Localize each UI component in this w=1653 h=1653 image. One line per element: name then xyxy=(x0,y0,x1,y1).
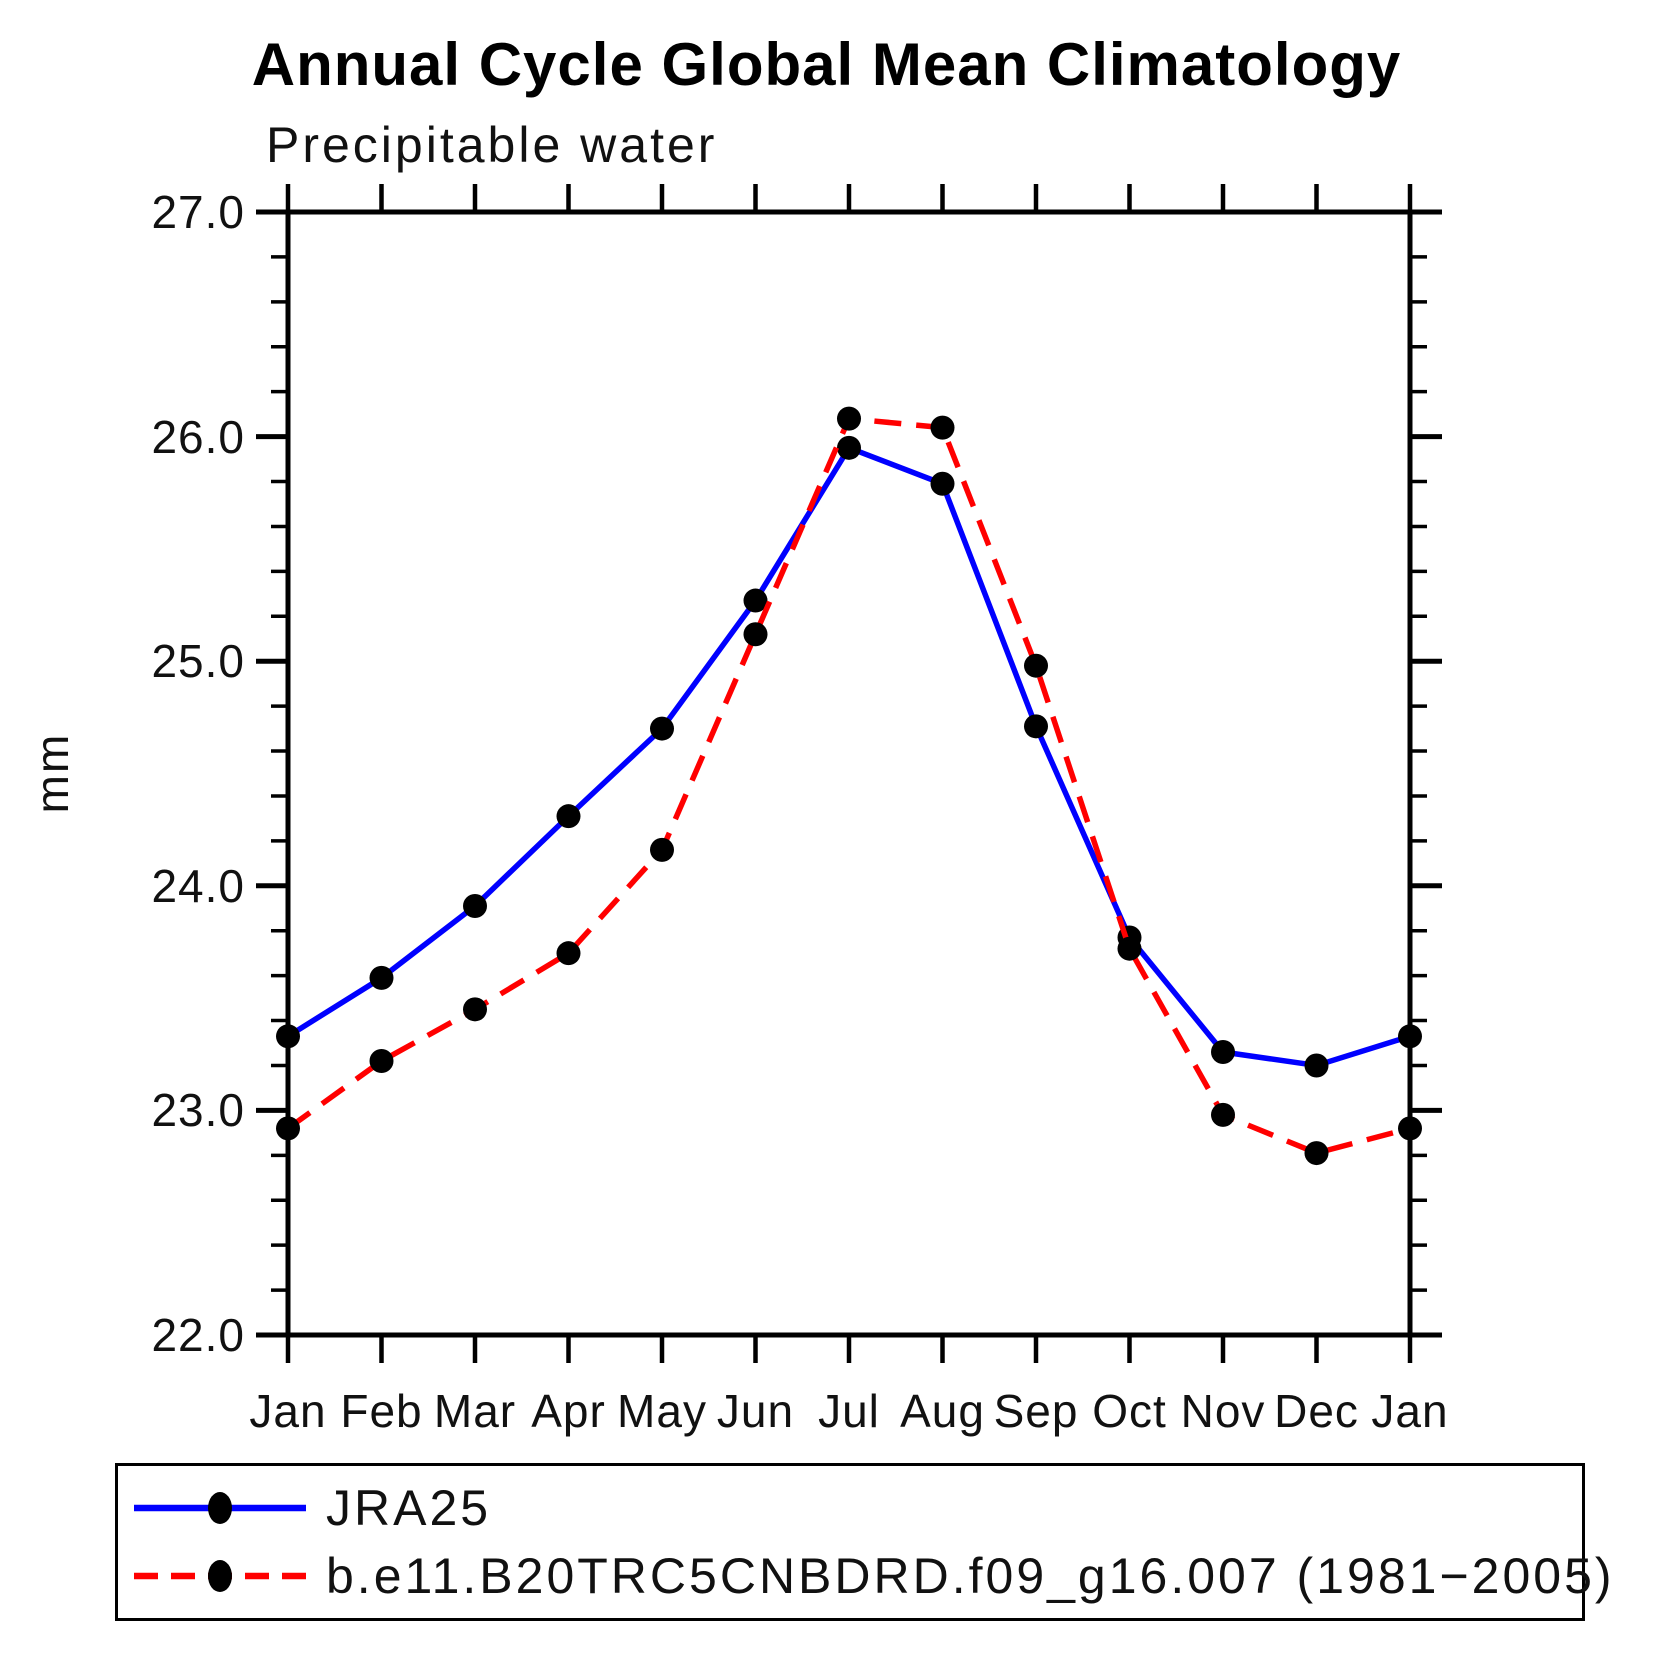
data-point xyxy=(1211,1102,1235,1127)
data-point xyxy=(930,471,955,496)
data-point xyxy=(369,965,394,990)
x-tick-label: Feb xyxy=(340,1385,423,1437)
data-point xyxy=(463,997,487,1022)
legend-line-dashed-icon xyxy=(134,1560,306,1592)
data-point xyxy=(1024,714,1048,739)
data-point xyxy=(743,588,768,613)
legend-label-jra25: JRA25 xyxy=(326,1480,492,1536)
data-point xyxy=(1211,1040,1235,1065)
x-tick-label: Jan xyxy=(1371,1385,1449,1437)
data-point xyxy=(276,1024,300,1049)
data-point xyxy=(1398,1116,1422,1141)
y-tick-label: 25.0 xyxy=(151,635,245,688)
data-point xyxy=(463,894,487,919)
data-point xyxy=(837,435,861,460)
data-point xyxy=(556,941,581,966)
data-point xyxy=(1304,1141,1329,1166)
data-point xyxy=(650,716,674,741)
legend-label-model: b.e11.B20TRC5CNBDRD.f09_g16.007 (1981−20… xyxy=(326,1548,1615,1604)
chart-title: Annual Cycle Global Mean Climatology xyxy=(251,31,1402,98)
data-point xyxy=(1117,936,1142,961)
x-tick-label: Dec xyxy=(1274,1385,1359,1437)
data-point xyxy=(1024,653,1048,678)
legend-item-model: b.e11.B20TRC5CNBDRD.f09_g16.007 (1981−20… xyxy=(126,1546,1615,1606)
legend-marker-dot xyxy=(208,1560,232,1592)
x-tick-label: May xyxy=(617,1385,707,1437)
plot-frame xyxy=(285,209,1413,1338)
x-tick-label: Mar xyxy=(433,1385,517,1437)
legend-item-jra25: JRA25 xyxy=(126,1478,491,1538)
x-tick-label: Nov xyxy=(1180,1385,1266,1437)
x-tick-label: Jul xyxy=(818,1385,880,1437)
data-point xyxy=(650,837,674,862)
legend-line-solid-icon xyxy=(134,1492,306,1524)
x-tick-label: Sep xyxy=(993,1385,1079,1437)
x-tick-label: Jan xyxy=(249,1385,327,1437)
data-point xyxy=(1398,1024,1422,1049)
series-line-1 xyxy=(286,444,1411,1069)
plot-area xyxy=(256,184,1442,1363)
y-tick-label: 27.0 xyxy=(151,186,245,238)
data-point xyxy=(276,1116,300,1141)
x-tick-label: Aug xyxy=(900,1385,985,1437)
legend-marker-dot xyxy=(208,1492,232,1524)
data-point xyxy=(369,1048,394,1073)
x-tick-label: Jun xyxy=(716,1385,795,1437)
data-point xyxy=(930,415,955,440)
series-line-2 xyxy=(286,415,1411,1156)
x-tick-label: Oct xyxy=(1092,1385,1167,1437)
y-tick-label: 23.0 xyxy=(151,1084,245,1137)
data-point xyxy=(1304,1053,1329,1078)
y-tick-label: 26.0 xyxy=(151,410,245,463)
data-point xyxy=(556,804,581,829)
chart-subtitle: Precipitable water xyxy=(266,117,718,173)
legend-box: JRA25 b.e11.B20TRC5CNBDRD.f09_g16.007 (1… xyxy=(115,1463,1612,1621)
y-tick-label: 24.0 xyxy=(151,859,245,912)
data-point xyxy=(837,406,861,431)
data-point xyxy=(743,622,768,647)
y-tick-label: 22.0 xyxy=(151,1309,245,1361)
x-tick-label: Apr xyxy=(531,1385,606,1437)
